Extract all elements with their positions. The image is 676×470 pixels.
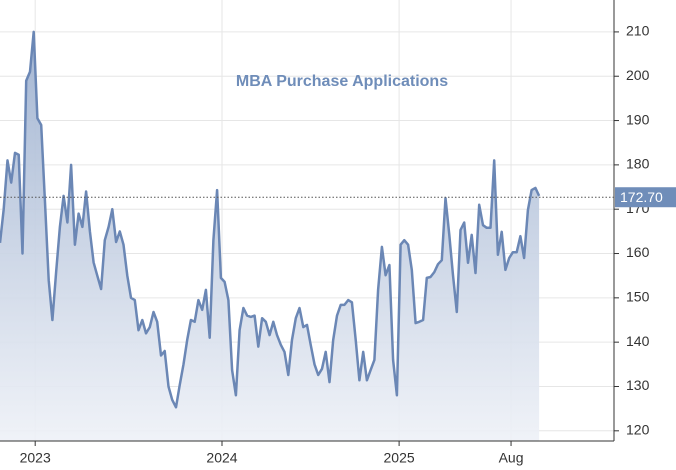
line (0, 30, 541, 409)
y-tick-label: 130 (626, 377, 650, 393)
x-tick-label: 2025 (384, 450, 415, 466)
y-tick-label: 200 (626, 67, 650, 83)
y-tick-label: 160 (626, 244, 650, 260)
y-tick-label: 190 (626, 111, 650, 127)
x-tick-label: Aug (499, 450, 524, 466)
area-fill (0, 31, 540, 442)
y-tick-label: 120 (626, 422, 650, 438)
last-value-box (615, 187, 676, 208)
y-tick-label: 150 (626, 289, 650, 305)
y-tick-label: 140 (626, 333, 650, 349)
y-tick-label: 180 (626, 156, 650, 172)
x-tick-label: 2024 (206, 450, 237, 466)
x-tick-label: 2023 (20, 450, 51, 466)
y-tick-label: 210 (626, 23, 650, 39)
last-value-label: 172.70 (620, 189, 663, 205)
chart-title: MBA Purchase Applications (236, 73, 448, 90)
